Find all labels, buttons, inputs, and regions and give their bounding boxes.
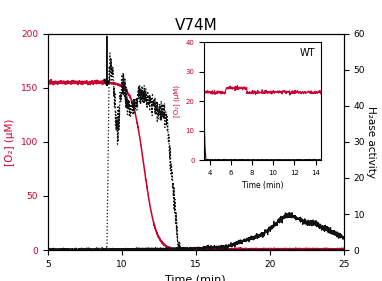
Title: V74M: V74M [175,17,217,33]
X-axis label: Time (min): Time (min) [165,274,226,281]
Y-axis label: H₂ase activity: H₂ase activity [366,106,376,178]
Y-axis label: [O₂] (μM): [O₂] (μM) [5,118,15,166]
X-axis label: Time (min): Time (min) [242,182,283,191]
Text: WT: WT [299,48,315,58]
Y-axis label: [O₂] (μM): [O₂] (μM) [173,85,180,117]
